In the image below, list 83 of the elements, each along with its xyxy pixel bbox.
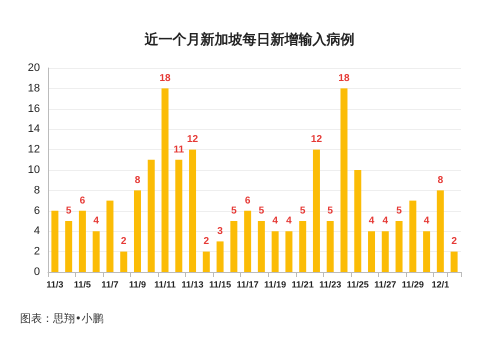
x-tick-label: 11/29 xyxy=(402,280,424,290)
y-tick-label: 14 xyxy=(28,123,40,136)
x-tick-label: 11/9 xyxy=(128,280,146,290)
data-label: 8 xyxy=(134,174,141,186)
text: 图表：思翔•小鹏 xyxy=(20,312,104,325)
data-label: 11 xyxy=(173,144,185,156)
y-tick-label: 4 xyxy=(34,225,40,238)
bar xyxy=(189,150,196,272)
data-label: 2 xyxy=(451,236,458,248)
data-label: 5 xyxy=(258,206,265,216)
data-label: 4 xyxy=(382,216,388,227)
data-label: 12 xyxy=(310,134,322,146)
data-label: 5 xyxy=(300,206,306,216)
bar xyxy=(299,221,306,272)
y-tick-label: 6 xyxy=(34,204,40,217)
x-tick-label: 11/5 xyxy=(74,280,91,290)
y-tick-label: 18 xyxy=(28,82,40,94)
x-tick-label: 11/27 xyxy=(374,280,396,290)
data-label: 5 xyxy=(327,206,334,216)
bar xyxy=(134,190,141,272)
bar xyxy=(216,241,224,272)
y-tick-label: 12 xyxy=(28,144,40,156)
data-label: 4 xyxy=(424,216,430,227)
data-label: 8 xyxy=(438,174,444,186)
bar xyxy=(244,210,252,272)
bar xyxy=(148,160,155,272)
data-label: 2 xyxy=(204,236,210,248)
y-tick-label: 0 xyxy=(34,266,40,278)
x-tick-label: 11/7 xyxy=(101,280,118,290)
data-label: 18 xyxy=(159,72,172,84)
bar xyxy=(409,200,416,272)
y-tick-label: 2 xyxy=(34,246,40,258)
y-tick-label: 20 xyxy=(28,62,40,74)
bar xyxy=(382,231,389,272)
chart-title: 近一个月新加坡每日新增输入病例 xyxy=(144,31,354,48)
bar xyxy=(230,221,238,272)
bar xyxy=(450,252,458,272)
bar xyxy=(354,170,362,272)
data-label: 4 xyxy=(93,216,100,227)
bar xyxy=(326,221,334,272)
x-tick-label: 11/21 xyxy=(292,280,314,290)
bar xyxy=(312,150,320,272)
data-label: 5 xyxy=(396,206,402,216)
y-tick-label: 10 xyxy=(28,164,40,176)
bar xyxy=(396,221,403,272)
data-label: 3 xyxy=(217,226,224,237)
data-label: 2 xyxy=(120,236,127,248)
data-label: 5 xyxy=(231,206,238,216)
bar xyxy=(436,190,444,272)
data-label: 18 xyxy=(338,72,350,84)
y-tick-label: 8 xyxy=(34,184,40,196)
data-label: 4 xyxy=(272,216,278,227)
data-label: 12 xyxy=(186,134,199,146)
x-tick-label: 11/19 xyxy=(264,280,286,290)
bar xyxy=(162,88,169,272)
x-tick-label: 11/15 xyxy=(209,280,232,290)
x-tick-label: 11/25 xyxy=(346,280,369,290)
bar xyxy=(202,252,210,272)
bar xyxy=(368,231,376,272)
bar xyxy=(120,252,128,272)
bar xyxy=(92,231,100,272)
x-tick-label: 11/3 xyxy=(46,280,64,290)
x-tick-label: 11/17 xyxy=(236,280,259,290)
bar xyxy=(78,210,86,272)
x-tick-label: 11/23 xyxy=(319,280,342,290)
bar xyxy=(175,160,182,272)
bar xyxy=(258,221,265,272)
x-tick-label: 12/1 xyxy=(432,280,450,290)
data-label: 6 xyxy=(80,195,86,206)
x-tick-label: 11/13 xyxy=(182,280,204,290)
data-label: 4 xyxy=(368,216,375,227)
bar xyxy=(340,88,348,272)
y-tick-label: 16 xyxy=(28,102,40,115)
bar xyxy=(106,200,114,272)
bar xyxy=(423,231,430,272)
bar xyxy=(272,231,279,272)
x-tick-label: 11/11 xyxy=(154,280,176,290)
data-label: 5 xyxy=(66,206,72,216)
data-label: 4 xyxy=(286,216,292,227)
data-label: 6 xyxy=(244,195,251,206)
bar xyxy=(285,231,292,272)
bar xyxy=(65,221,72,272)
bar xyxy=(51,210,58,272)
